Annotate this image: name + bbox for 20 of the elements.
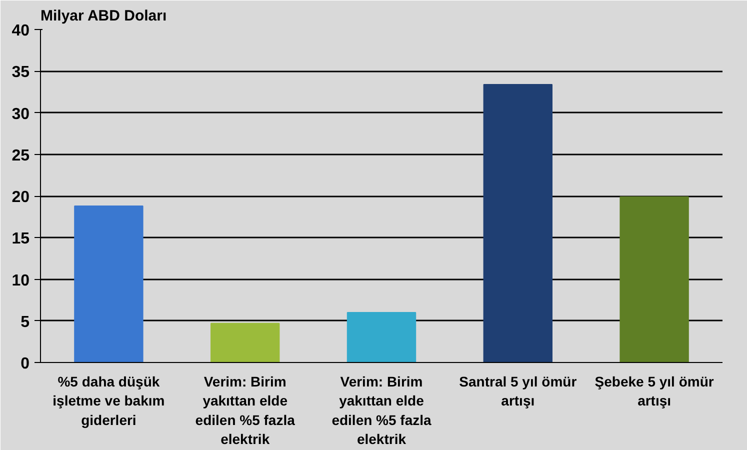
y-tick-label: 30 bbox=[12, 106, 30, 123]
x-tick-label: Şebeke 5 yıl ömür artışı bbox=[594, 374, 714, 409]
bar bbox=[210, 322, 280, 362]
y-tick-label: 5 bbox=[20, 314, 30, 331]
x-tick-label: Verim: Birim yakıttan elde edilen %5 fazla elektrik bbox=[195, 374, 296, 448]
y-tick-label: 20 bbox=[12, 189, 30, 206]
y-tick-label: 15 bbox=[12, 230, 30, 248]
y-tick-label: 10 bbox=[12, 272, 30, 290]
bar bbox=[74, 205, 144, 362]
y-tick-label: 35 bbox=[12, 64, 30, 82]
y-axis-title: Milyar ABD Doları bbox=[40, 8, 167, 24]
y-tick-label: 40 bbox=[12, 22, 30, 40]
y-tick-label: 0 bbox=[20, 356, 30, 372]
bar bbox=[346, 312, 416, 362]
x-tick-label: %5 daha düşük işletme ve bakım giderleri bbox=[52, 374, 165, 428]
bar bbox=[620, 196, 689, 362]
y-tick-label: 25 bbox=[12, 147, 30, 164]
x-tick-label: Verim: Birim yakıttan elde edilen %5 fazla elektrik bbox=[332, 374, 432, 448]
x-tick-label: Santral 5 yıl ömür artışı bbox=[459, 374, 578, 409]
bar bbox=[483, 84, 552, 362]
